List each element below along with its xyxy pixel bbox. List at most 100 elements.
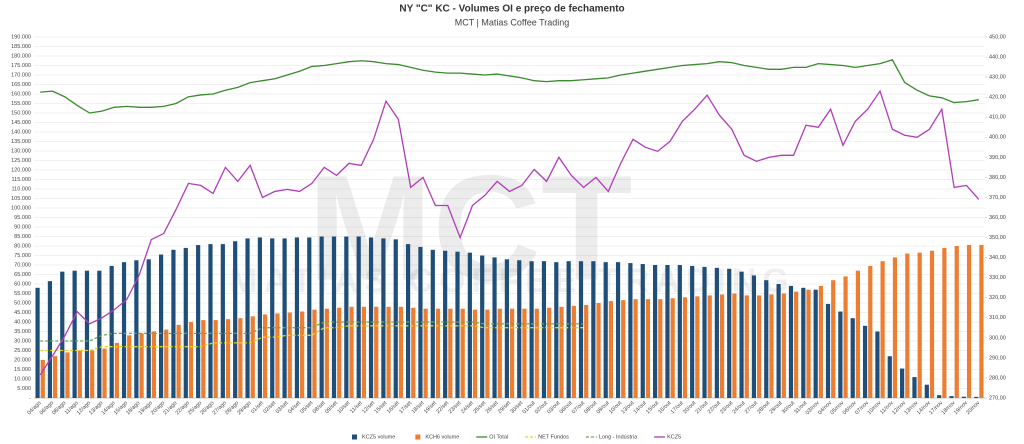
- bar: [356, 236, 361, 398]
- bar: [47, 281, 53, 398]
- bar: [282, 238, 287, 398]
- y2-tick-label: 450,00: [989, 34, 1006, 40]
- bar: [183, 247, 188, 398]
- bar: [53, 356, 58, 398]
- bar: [541, 261, 547, 398]
- bar: [208, 244, 213, 398]
- y-tick-label: 80.000: [14, 243, 31, 249]
- bar: [504, 259, 509, 398]
- bar: [374, 306, 379, 398]
- bar: [65, 352, 70, 398]
- bar: [386, 306, 391, 398]
- x-tick-label: 08/set: [312, 400, 327, 415]
- y2-tick-label: 290,00: [989, 355, 1006, 361]
- bar: [443, 250, 448, 398]
- bar: [430, 249, 435, 398]
- bar: [127, 335, 132, 398]
- y-tick-label: 170.000: [11, 72, 31, 78]
- bar: [158, 254, 164, 398]
- bar: [825, 303, 831, 398]
- bar: [949, 396, 954, 398]
- y-tick-label: 115.000: [12, 177, 31, 183]
- bar: [257, 237, 262, 398]
- bar: [776, 284, 781, 398]
- bar: [196, 245, 201, 398]
- bar: [727, 268, 732, 398]
- bar: [492, 257, 497, 398]
- x-tick-label: 15/set: [374, 400, 389, 415]
- legend-label: KCZ5: [667, 434, 681, 440]
- bar: [418, 246, 423, 398]
- bar: [337, 307, 342, 398]
- legend-label: Long - Indústria: [599, 434, 638, 440]
- x-tick-label: 24/set: [460, 400, 475, 415]
- y2-tick-label: 410,00: [989, 115, 1006, 121]
- y-tick-label: 130.000: [11, 148, 31, 154]
- bar: [615, 262, 621, 398]
- x-tick-label: 20/nov: [965, 400, 981, 416]
- bar: [578, 261, 584, 398]
- bar: [534, 308, 539, 398]
- bar: [905, 253, 910, 398]
- bar: [411, 307, 416, 398]
- bar: [262, 314, 268, 398]
- bar: [435, 308, 441, 398]
- x-tick-label: 10/set: [337, 400, 352, 415]
- y-tick-label: 155.000: [11, 101, 31, 107]
- bar: [270, 238, 275, 398]
- bar: [868, 265, 873, 398]
- y-tick-label: 70.000: [14, 262, 31, 268]
- bar: [566, 261, 571, 398]
- bar: [250, 316, 255, 398]
- bar: [974, 396, 979, 398]
- bar: [213, 320, 218, 398]
- bar: [628, 263, 633, 398]
- y-tick-label: 185.000: [11, 44, 31, 50]
- bar: [319, 236, 324, 398]
- y-tick-label: 55.000: [14, 291, 31, 297]
- bar: [368, 237, 374, 398]
- bar: [423, 308, 428, 398]
- bar: [862, 325, 868, 398]
- bar: [72, 270, 77, 398]
- y-tick-label: 160.000: [11, 91, 31, 97]
- bar: [307, 237, 312, 398]
- bar: [880, 261, 885, 398]
- bar: [554, 262, 559, 398]
- bar: [806, 289, 811, 398]
- line: [40, 321, 584, 342]
- bar: [596, 303, 601, 398]
- bar: [744, 295, 749, 398]
- bar: [794, 291, 799, 398]
- bar: [146, 259, 151, 398]
- y-tick-label: 10.000: [14, 376, 31, 382]
- y-tick-label: 45.000: [14, 310, 31, 316]
- x-tick-label: 25/set: [472, 400, 487, 415]
- y2-tick-label: 310,00: [989, 315, 1006, 321]
- bar: [294, 237, 300, 398]
- bar: [942, 247, 947, 398]
- legend-label: KCZ5 volume: [362, 434, 395, 440]
- bar: [102, 348, 107, 398]
- bar: [658, 299, 663, 398]
- y2-tick-label: 320,00: [989, 295, 1006, 301]
- x-tick-label: 02/set: [262, 400, 277, 415]
- y-tick-label: 65.000: [14, 272, 31, 278]
- bar: [621, 300, 626, 398]
- bar: [114, 342, 119, 398]
- bar: [393, 239, 398, 398]
- bar: [929, 250, 935, 398]
- bar: [472, 309, 478, 398]
- x-tick-label: 18/set: [411, 400, 426, 415]
- bar: [690, 265, 695, 398]
- y2-tick-label: 440,00: [989, 55, 1006, 61]
- bar: [788, 285, 794, 398]
- bar: [781, 293, 786, 398]
- y2-tick-label: 420,00: [989, 95, 1006, 101]
- bar: [801, 287, 806, 398]
- legend-label: KCH6 volume: [425, 434, 459, 440]
- bar: [603, 262, 608, 398]
- bar: [961, 396, 966, 398]
- bar: [361, 306, 366, 398]
- y-tick-label: 60.000: [14, 281, 31, 287]
